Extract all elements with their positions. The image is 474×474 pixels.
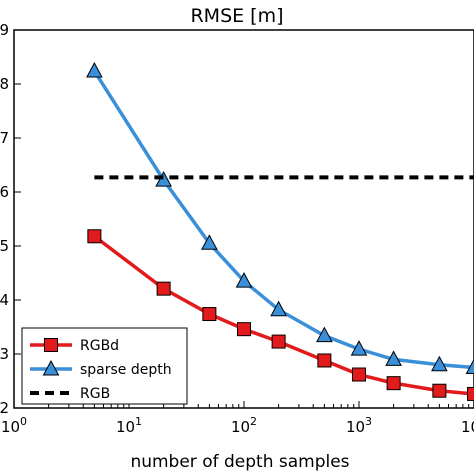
data-point-sparse-depth [385, 350, 402, 366]
series-line-sparse-depth [92, 70, 474, 370]
y-axis: 0.2 0.3 0.4 0.5 0.6 0.7 0.8 0.9 [0, 21, 21, 417]
data-point-rgbd [202, 307, 217, 322]
data-point-sparse-depth [86, 61, 103, 78]
data-point-rgbd [467, 386, 474, 401]
data-point-sparse-depth [431, 355, 448, 372]
data-point-rgbd [271, 334, 286, 349]
legend-label-rgbd: RGBd [80, 338, 119, 354]
data-point-rgbd [156, 281, 171, 296]
legend: RGBd sparse depth RGB [21, 327, 188, 405]
y-tick-label: 0.7 [0, 129, 9, 147]
data-point-sparse-depth [350, 340, 368, 356]
data-point-rgbd [317, 353, 332, 368]
y-tick-label: 0.9 [0, 21, 9, 39]
chart-title: RMSE [m] [190, 5, 283, 27]
data-point-sparse-depth [201, 234, 218, 250]
data-point-rgbd [432, 383, 447, 398]
x-axis: 100 101 102 103 104 [1, 401, 474, 436]
legend-label-sparse-depth: sparse depth [80, 362, 172, 378]
y-tick-label: 0.3 [0, 345, 9, 363]
x-tick-label: 102 [231, 415, 257, 436]
data-point-rgbd [352, 367, 366, 382]
legend-label-rgb: RGB [80, 386, 110, 402]
data-point-sparse-depth [235, 272, 253, 288]
data-point-rgbd [237, 322, 251, 337]
x-tick-label: 104 [461, 415, 474, 436]
series-line-rgbd [93, 234, 474, 396]
data-point-sparse-depth [465, 358, 474, 374]
x-tick-label: 101 [116, 415, 142, 436]
y-tick-label: 0.6 [0, 183, 9, 201]
x-axis-label: number of depth samples [130, 452, 349, 472]
series-layer [86, 61, 474, 401]
y-tick-label: 0.8 [0, 75, 9, 93]
y-tick-label: 0.5 [0, 237, 9, 255]
data-point-rgbd [386, 376, 401, 391]
data-point-rgbd [87, 229, 102, 244]
data-point-sparse-depth [270, 300, 287, 317]
y-tick-label: 0.2 [0, 399, 9, 417]
x-tick-label: 103 [346, 415, 372, 436]
legend-marker-rgbd [44, 338, 58, 352]
x-tick-label: 100 [1, 415, 27, 436]
y-tick-label: 0.4 [0, 291, 9, 309]
legend-marker-sparse-depth [42, 359, 60, 376]
data-point-sparse-depth [316, 326, 333, 343]
